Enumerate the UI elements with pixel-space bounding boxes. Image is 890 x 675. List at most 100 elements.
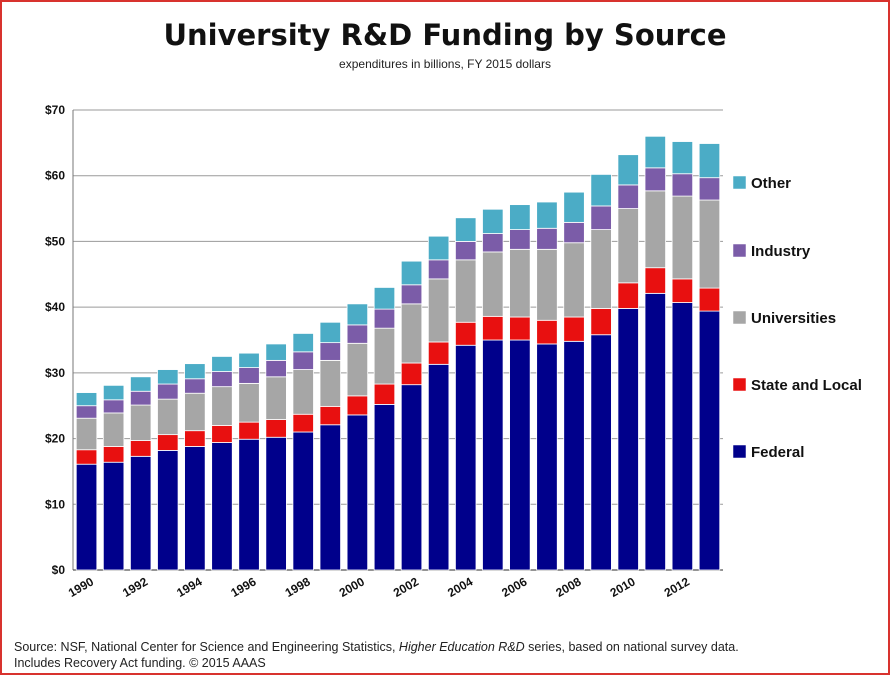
bar-segment-universities-2001: [373, 327, 396, 385]
legend-swatch-other: [732, 175, 747, 190]
bar-segment-universities-2004: [455, 259, 477, 323]
bar-segment-industry-2001: [373, 308, 396, 329]
legend-label-state-and-local: State and Local: [751, 377, 862, 394]
bar-segment-industry-1996: [238, 367, 260, 384]
y-tick-label: $40: [45, 300, 65, 314]
bar-segment-universities-2009: [590, 229, 612, 309]
bar-segment-industry-1993: [157, 383, 179, 400]
bar-segment-universities-2003: [427, 278, 450, 343]
y-axis: $0 $10 $20 $30 $40 $50 $60 $70: [45, 103, 723, 577]
bar-segment-other-1996: [238, 352, 260, 368]
bar-segment-federal-1997: [265, 436, 287, 571]
legend: Other Industry Universities State and Local…: [732, 175, 862, 461]
y-tick-label: $60: [45, 169, 65, 183]
y-tick-label: $50: [45, 234, 65, 248]
x-tick-label: 1992: [120, 574, 150, 600]
bar-segment-universities-2010: [617, 208, 639, 284]
bar-segment-universities-1996: [238, 382, 260, 423]
bar-segment-industry-2009: [590, 205, 612, 230]
bar-segment-universities-2007: [536, 248, 558, 321]
bar-segment-universities-2000: [346, 342, 369, 397]
bar-segment-universities-2012: [671, 195, 694, 280]
bar-segment-federal-1993: [157, 449, 179, 571]
bar-segment-federal-2003: [427, 363, 450, 571]
bar-segment-federal-2013: [698, 310, 721, 571]
source-text-1: Source: NSF, National Center for Science…: [14, 640, 399, 654]
bar-segment-industry-2003: [427, 259, 450, 280]
bar-segment-state-and-local-2000: [346, 395, 369, 416]
bar-segment-other-2012: [671, 141, 694, 175]
bar-segment-federal-1999: [319, 424, 341, 571]
source-text-2: series, based on national survey data.: [524, 640, 739, 654]
bar-segment-other-1994: [184, 363, 206, 380]
x-tick-label: 1990: [66, 574, 96, 600]
bar-segment-federal-2005: [482, 339, 504, 571]
bar-segment-federal-1991: [102, 461, 125, 571]
bar-segment-federal-2007: [536, 343, 558, 571]
x-tick-label: 2006: [499, 574, 529, 600]
legend-swatch-federal: [732, 444, 747, 459]
y-tick-label: $0: [52, 563, 66, 577]
x-tick-label: 1994: [174, 574, 204, 600]
bar-segment-federal-2011: [644, 292, 666, 571]
bar-segment-state-and-local-1991: [102, 446, 125, 463]
legend-label-federal: Federal: [751, 444, 804, 461]
bar-segment-industry-2011: [644, 167, 666, 192]
bar-segment-universities-1990: [75, 417, 98, 451]
bar-segment-universities-1995: [211, 386, 233, 426]
bar-segment-universities-1994: [184, 392, 206, 432]
bar-segment-state-and-local-1993: [157, 434, 179, 451]
x-tick-label: 2000: [337, 574, 367, 600]
bar-segment-other-2007: [536, 201, 558, 229]
bar-segment-state-and-local-2001: [373, 383, 396, 405]
chart-title: University R&D Funding by Source: [163, 18, 727, 52]
bar-segment-state-and-local-2003: [427, 341, 450, 365]
bar-segment-federal-1994: [184, 446, 206, 571]
y-tick-label: $70: [45, 103, 65, 117]
source-series-name: Higher Education R&D: [398, 640, 525, 654]
bar-segment-other-1990: [75, 392, 98, 407]
legend-label-other: Other: [751, 175, 791, 192]
bar-segment-state-and-local-2005: [482, 315, 504, 341]
bar-segment-other-1999: [319, 321, 341, 344]
stacked-bars: [75, 135, 721, 571]
bar-segment-federal-1998: [292, 431, 314, 571]
bar-segment-industry-1994: [184, 378, 206, 394]
bar-segment-other-2005: [482, 208, 504, 234]
bar-segment-industry-2002: [400, 284, 423, 305]
bar-segment-federal-1992: [130, 455, 152, 571]
bar-segment-universities-2006: [509, 248, 531, 318]
legend-label-industry: Industry: [751, 243, 811, 260]
source-text-line2: Includes Recovery Act funding. © 2015 AA…: [14, 656, 266, 670]
legend-swatch-universities: [732, 310, 747, 325]
bar-segment-federal-1996: [238, 438, 260, 571]
bar-segment-federal-2000: [346, 414, 369, 571]
bar-segment-universities-1997: [265, 376, 287, 420]
bar-segment-state-and-local-1995: [211, 425, 233, 443]
bar-segment-other-2010: [617, 154, 639, 186]
bar-segment-industry-1991: [102, 399, 125, 414]
bar-segment-state-and-local-2011: [644, 267, 666, 294]
bar-segment-industry-1998: [292, 351, 314, 370]
bar-segment-other-1992: [130, 376, 152, 392]
bar-segment-universities-1999: [319, 359, 341, 407]
bar-segment-federal-2009: [590, 334, 612, 571]
legend-swatch-state-and-local: [732, 377, 747, 392]
bar-segment-industry-1999: [319, 342, 341, 361]
bar-segment-industry-2010: [617, 184, 639, 209]
x-tick-label: 2012: [662, 574, 692, 600]
bar-segment-state-and-local-1990: [75, 449, 98, 465]
bar-segment-federal-2001: [373, 403, 396, 571]
bar-segment-industry-1995: [211, 371, 233, 388]
bar-segment-state-and-local-2006: [509, 316, 531, 341]
bar-segment-industry-2004: [455, 241, 477, 261]
legend-label-universities: Universities: [751, 310, 836, 327]
bar-segment-other-1993: [157, 369, 179, 385]
bar-segment-state-and-local-2009: [590, 308, 612, 336]
bar-segment-industry-2006: [509, 229, 531, 250]
bar-segment-federal-2002: [400, 384, 423, 571]
bar-segment-universities-2008: [563, 242, 585, 318]
bar-segment-federal-2006: [509, 339, 531, 571]
bar-segment-other-1998: [292, 333, 314, 353]
